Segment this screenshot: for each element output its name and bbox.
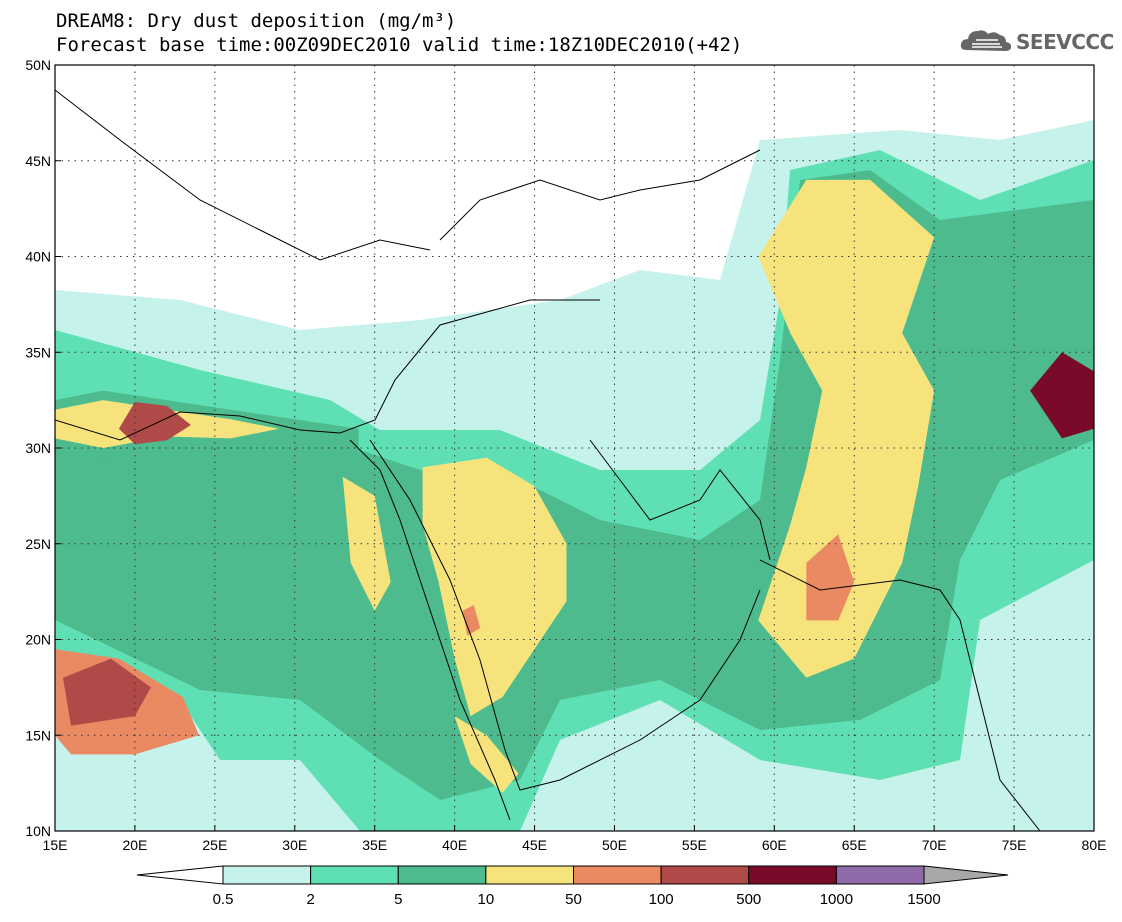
coastlines [55, 89, 1041, 831]
colorbar-label: 100 [649, 891, 674, 908]
dust-regions [55, 179, 1094, 793]
logo-text: SEEVCCC [1016, 30, 1114, 54]
colorbar-label: 2 [306, 891, 314, 908]
colorbar-label: 50 [565, 891, 582, 908]
dust-region-arabia-yellow [422, 457, 567, 717]
lat-tick-label: 35N [25, 344, 51, 360]
dust-region-chad-max [63, 658, 151, 726]
axis-labels: 15E 20E 25E 30E 35E 40E 45E 50E 55E 60E 65E 70E 75E 8… [25, 57, 1106, 853]
gridlines [54, 64, 1095, 832]
lon-tick-label: 55E [682, 837, 707, 853]
lon-tick-label: 60E [762, 837, 787, 853]
colorbar-label: 1500 [907, 891, 940, 908]
colorbar-swatch [397, 865, 487, 885]
colorbar-label: 5 [394, 891, 402, 908]
forecast-time-subtitle: Forecast base time:00Z09DEC2010 valid ti… [56, 34, 743, 56]
lon-tick-label: 25E [202, 837, 227, 853]
cloud-icon [960, 30, 1012, 51]
colorbar-under-triangle [136, 865, 224, 885]
lon-tick-label: 45E [522, 837, 547, 853]
dust-region-pakistan-orange [806, 534, 855, 621]
colorbar-over-triangle [923, 865, 1009, 885]
map-title: DREAM8: Dry dust deposition (mg/m³) [56, 10, 457, 32]
lat-tick-label: 30N [25, 440, 51, 456]
lat-tick-label: 25N [25, 536, 51, 552]
colorbar-swatch [573, 865, 662, 885]
lat-tick-label: 45N [25, 153, 51, 169]
lat-tick-label: 40N [25, 249, 51, 265]
lon-tick-label: 50E [602, 837, 627, 853]
lon-tick-label: 80E [1082, 837, 1107, 853]
lat-tick-label: 20N [25, 632, 51, 648]
lat-tick-label: 15N [25, 727, 51, 743]
lat-tick-label: 50N [25, 57, 51, 73]
dust-region-libya-coast-max [118, 402, 191, 445]
dust-region-red-sea-yellow [454, 716, 519, 793]
colorbar-swatch [660, 865, 750, 885]
dust-region-arabia-orange [462, 605, 481, 636]
colorbar-swatch [222, 865, 312, 885]
map-frame [54, 64, 1095, 832]
lon-tick-label: 15E [43, 837, 68, 853]
colorbar-label: 0.5 [213, 891, 234, 908]
colorbar-swatch [310, 865, 399, 885]
lon-tick-label: 20E [122, 837, 147, 853]
lon-tick-label: 70E [922, 837, 947, 853]
lon-tick-label: 35E [362, 837, 387, 853]
lon-tick-label: 40E [442, 837, 467, 853]
colorbar-swatch [485, 865, 574, 885]
dust-region-india-max [1030, 352, 1094, 439]
lon-tick-label: 75E [1002, 837, 1027, 853]
colorbar-swatch [835, 865, 925, 885]
lat-tick-label: 10N [25, 823, 51, 839]
lon-tick-label: 65E [842, 837, 867, 853]
colorbar: 0.5 2 5 10 50 100 500 1000 1500 [136, 865, 1009, 908]
colorbar-label: 10 [478, 891, 495, 908]
colorbar-label: 500 [736, 891, 761, 908]
colorbar-label: 1000 [820, 891, 853, 908]
lon-tick-label: 30E [282, 837, 307, 853]
dust-region-nile-yellow [342, 476, 391, 611]
dust-region-pakistan-yellow [758, 179, 935, 678]
colorbar-swatch [748, 865, 837, 885]
